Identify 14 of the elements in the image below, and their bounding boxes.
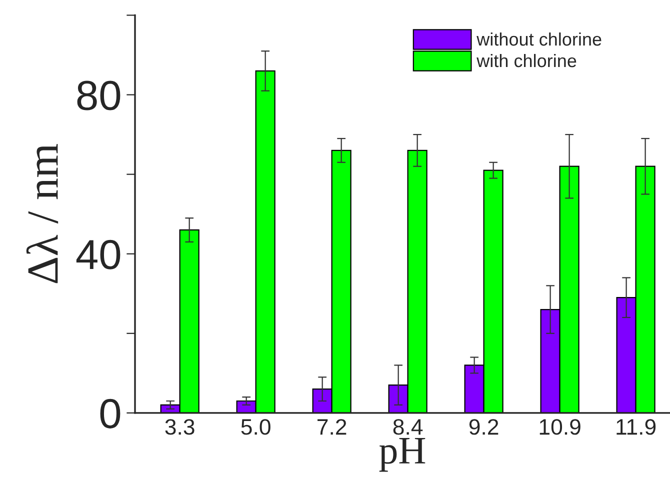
x-tick-label: 9.2: [469, 419, 498, 435]
legend-label: without chlorine: [476, 32, 602, 46]
legend-label: with chlorine: [476, 54, 576, 68]
y-axis-title: Δλ / nm: [26, 144, 58, 284]
x-tick-label: 7.2: [318, 419, 346, 435]
y-tick-label: 40: [76, 240, 120, 270]
x-tick-label: 5.0: [241, 419, 270, 435]
x-tick-label: 11.9: [616, 419, 656, 435]
y-tick-label: 0: [100, 398, 120, 428]
x-tick-label: 8.4: [393, 419, 423, 435]
x-tick-label: 10.9: [540, 419, 580, 435]
y-tick-label: 80: [77, 80, 120, 110]
x-axis-title: pH: [379, 438, 426, 472]
x-tick-label: 3.3: [165, 419, 194, 435]
